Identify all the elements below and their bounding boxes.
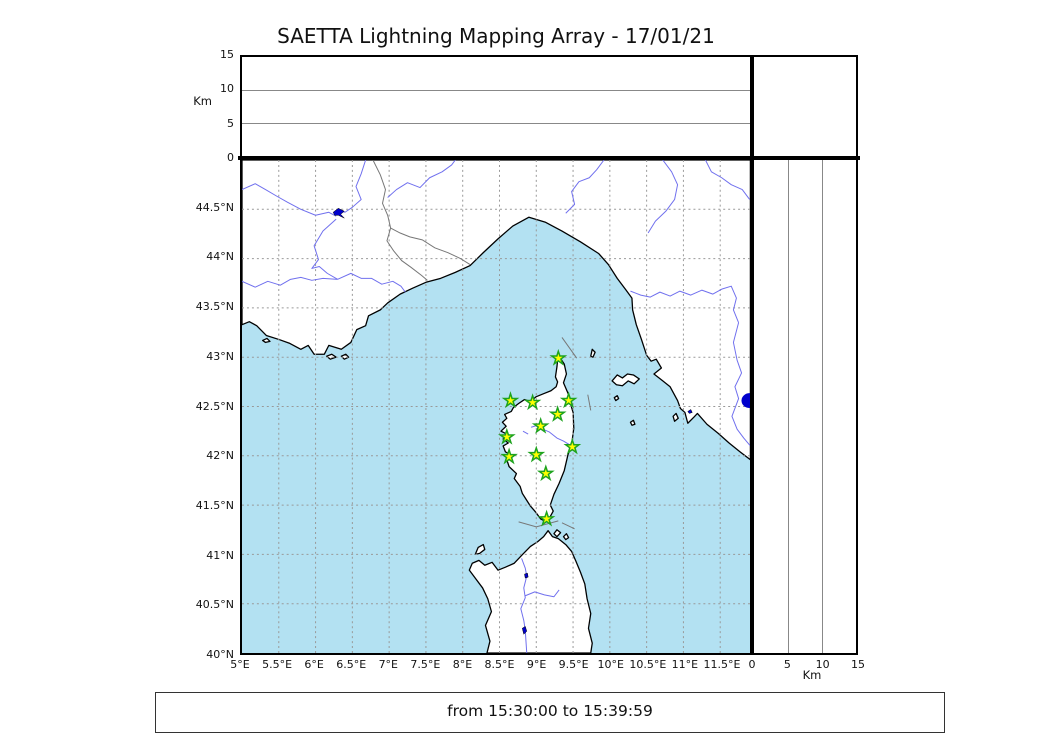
time-range-box: from 15:30:00 to 15:39:59 xyxy=(155,692,945,733)
river-line xyxy=(705,160,750,200)
country-boundary-line xyxy=(561,522,575,530)
lake xyxy=(522,626,528,635)
river-line xyxy=(647,160,679,234)
river-line xyxy=(339,160,367,213)
map-panel xyxy=(240,158,752,655)
lat-tick-label: 44.5°N xyxy=(195,200,234,214)
panel-separator-vertical xyxy=(750,55,754,655)
coastline-landmass xyxy=(629,419,636,426)
altitude-longitude-panel xyxy=(240,55,752,158)
country-boundary-line xyxy=(390,227,471,265)
lake xyxy=(332,208,345,219)
lon-tick-label: 10°E xyxy=(597,658,624,671)
panel-separator-horizontal xyxy=(238,156,860,160)
altitude-latitude-panel xyxy=(752,158,858,655)
river-line xyxy=(630,285,740,323)
lma-station-star xyxy=(501,391,520,409)
lma-station-star xyxy=(536,464,555,482)
coastline-landmass xyxy=(340,353,350,360)
altitude-panel-gridline xyxy=(242,89,750,91)
coastline-landmass xyxy=(611,373,640,387)
country-boundary-line xyxy=(518,520,559,528)
coastline-landmass xyxy=(562,533,570,541)
lma-station-star xyxy=(531,416,550,434)
lon-tick-label: 9°E xyxy=(526,658,547,671)
lma-station-star xyxy=(548,405,567,422)
coastline-landmass xyxy=(553,529,562,538)
river-line xyxy=(242,276,338,288)
altitude-tick-label: 10 xyxy=(220,82,234,96)
river-line xyxy=(565,160,605,214)
lon-tick-label: 6°E xyxy=(304,658,324,671)
river-line xyxy=(522,430,529,435)
altitude-histogram-panel xyxy=(752,55,858,158)
lon-tick-label: 10.5°E xyxy=(629,658,667,671)
altitude-tick-label: 0 xyxy=(227,151,234,164)
right-km-tick-label: 10 xyxy=(815,658,830,671)
lat-tick-label: 43°N xyxy=(206,349,234,363)
lma-station-star xyxy=(497,427,516,445)
altitude-tick-label: 15 xyxy=(220,48,234,61)
lon-tick-label: 9.5°E xyxy=(558,658,589,671)
lon-tick-label: 7°E xyxy=(378,658,399,671)
coastline-landmass xyxy=(672,412,679,422)
lon-tick-label: 5°E xyxy=(230,658,250,671)
right-km-tick-label: 0 xyxy=(748,658,756,671)
right-km-tick-label: 15 xyxy=(851,658,865,671)
coastline-landmass xyxy=(468,530,593,653)
altitude-tick-label: 5 xyxy=(227,116,234,130)
lon-tick-label: 11.5°E xyxy=(703,658,741,671)
lma-station-star xyxy=(500,447,518,465)
coastline-landmass xyxy=(242,160,750,461)
coastline-landmass xyxy=(613,395,620,402)
lma-station-star xyxy=(549,348,568,366)
right-km-tick-label: 5 xyxy=(783,658,791,671)
lma-station-star xyxy=(537,509,556,527)
lon-tick-label: 8.5°E xyxy=(484,658,515,671)
lma-station-star xyxy=(563,437,582,455)
lon-tick-label: 7.5°E xyxy=(410,658,441,671)
lon-tick-label: 6.5°E xyxy=(336,658,367,671)
altitude-panel-gridline xyxy=(242,123,750,124)
lake xyxy=(524,572,529,579)
lon-tick-label: 8°E xyxy=(452,658,473,671)
coastline-landmass xyxy=(590,348,596,358)
river-line xyxy=(337,272,406,293)
river-line xyxy=(520,558,528,653)
river-line xyxy=(242,183,337,217)
map-svg xyxy=(242,160,750,653)
river-line xyxy=(311,218,338,280)
lma-station-star xyxy=(523,393,542,411)
altitude-axis-km-label: Km xyxy=(193,94,212,108)
river-line xyxy=(731,322,750,447)
right-axis-km-label: Km xyxy=(802,668,822,682)
coastline-landmass xyxy=(261,337,271,344)
river-line xyxy=(387,160,456,198)
lon-tick-label: 11°E xyxy=(671,658,699,671)
lat-tick-label: 40°N xyxy=(206,648,234,661)
coastline-landmass xyxy=(474,543,486,556)
lat-tick-label: 43.5°N xyxy=(195,300,234,314)
lma-station-star xyxy=(559,391,578,409)
right-panel-gridline xyxy=(822,160,823,653)
lat-tick-label: 42.5°N xyxy=(195,399,234,413)
lat-tick-label: 40.5°N xyxy=(195,598,234,612)
country-boundary-line xyxy=(561,337,578,359)
lma-station-star xyxy=(527,445,546,463)
lat-tick-label: 42°N xyxy=(206,449,234,463)
country-boundary-line xyxy=(587,394,592,411)
lat-tick-label: 41.5°N xyxy=(195,498,234,512)
lat-tick-label: 41°N xyxy=(206,548,234,562)
plot-title: SAETTA Lightning Mapping Array - 17/01/2… xyxy=(277,24,715,48)
lon-tick-label: 5.5°E xyxy=(262,658,293,671)
right-panel-gridline xyxy=(787,160,789,653)
country-boundary-line xyxy=(372,160,428,281)
lat-tick-label: 44°N xyxy=(206,250,234,264)
lake xyxy=(741,393,750,409)
time-range-text: from 15:30:00 to 15:39:59 xyxy=(447,702,653,720)
river-line xyxy=(525,589,560,598)
lake xyxy=(687,409,693,414)
